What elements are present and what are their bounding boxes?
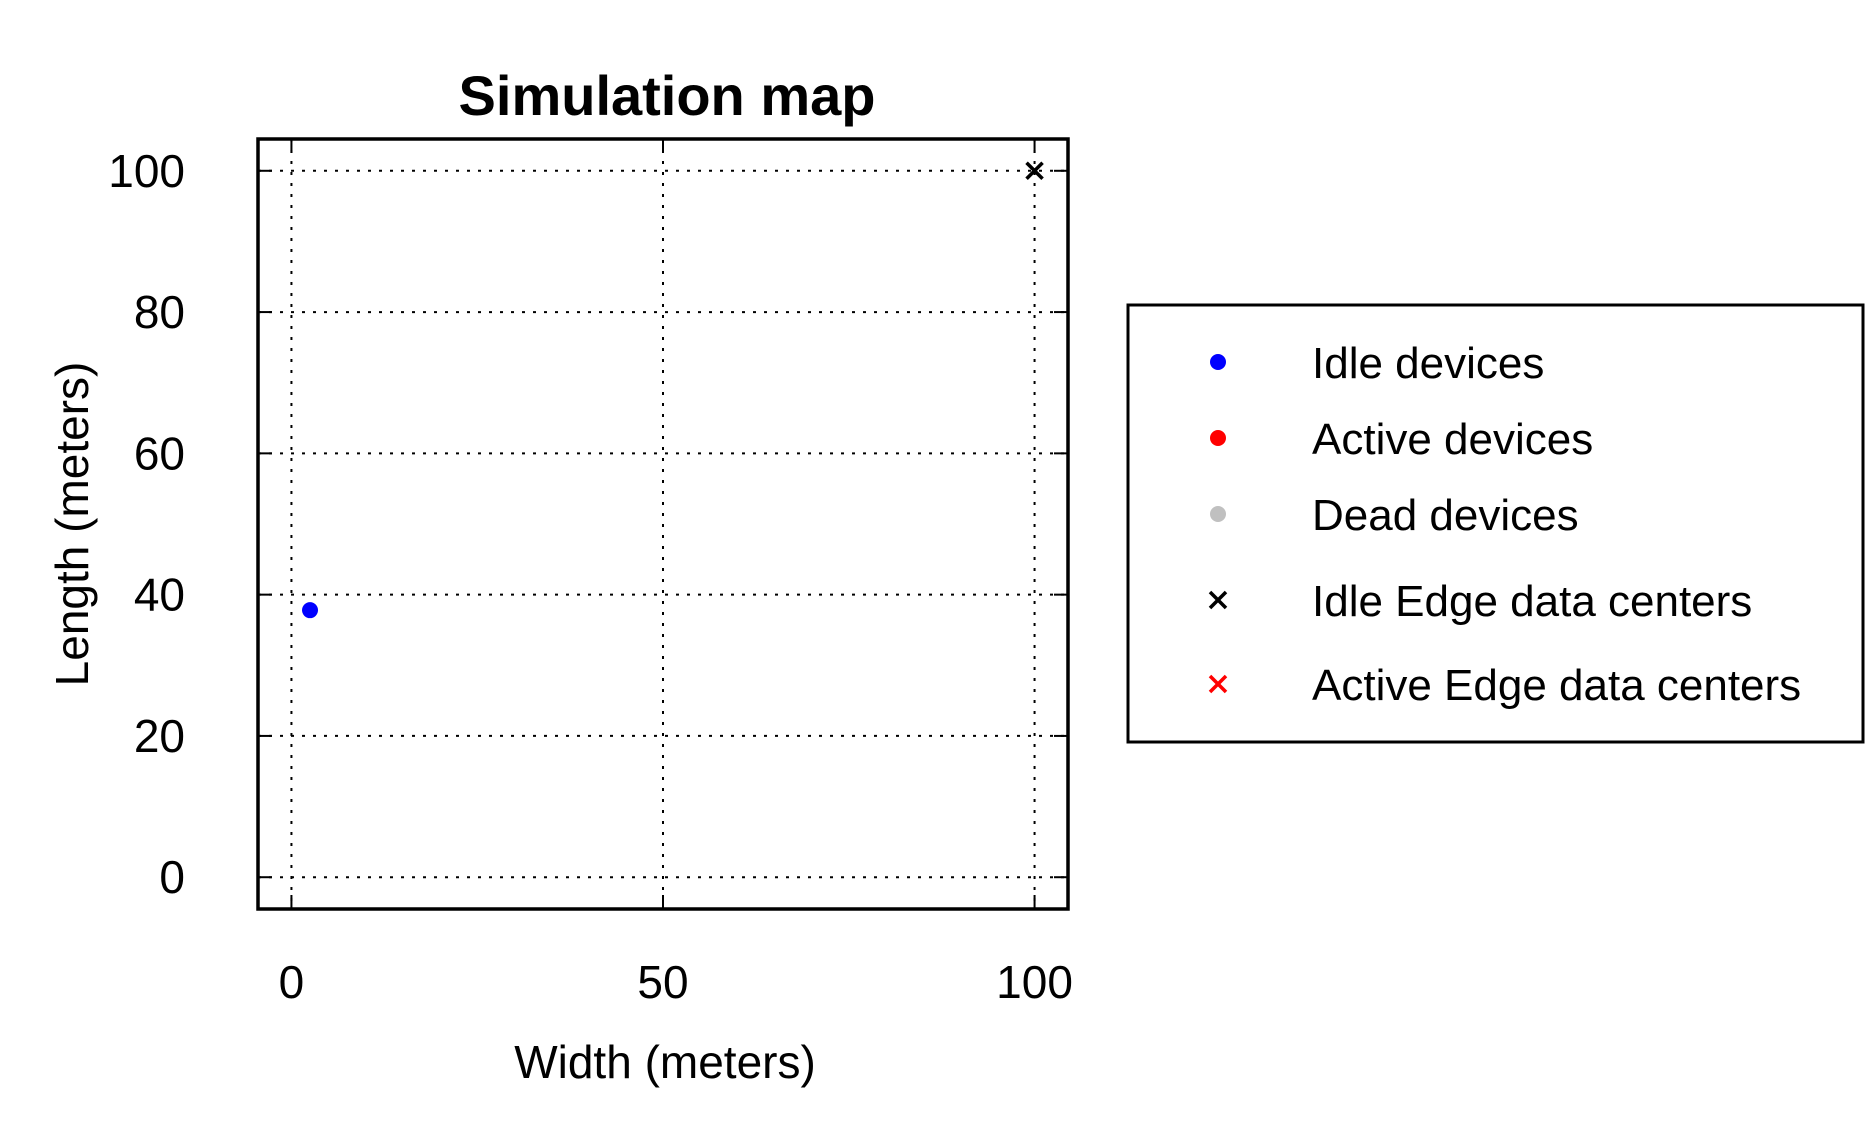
edge-datacenter-marker-stroke bbox=[1025, 161, 1044, 181]
x-axis-label: Width (meters) bbox=[514, 1036, 816, 1088]
legend-marker bbox=[1210, 430, 1226, 446]
x-tick-label: 0 bbox=[279, 956, 305, 1008]
legend-label: Active Edge data centers bbox=[1312, 661, 1801, 710]
chart-title: Simulation map bbox=[459, 64, 876, 127]
legend-label: Dead devices bbox=[1312, 491, 1579, 540]
y-tick-label: 60 bbox=[134, 427, 185, 479]
legend-marker-stroke bbox=[1208, 590, 1228, 610]
x-tick-label: 50 bbox=[637, 956, 688, 1008]
legend-label: Idle devices bbox=[1312, 339, 1544, 388]
y-tick-label: 0 bbox=[159, 851, 185, 903]
legend-marker bbox=[1210, 354, 1226, 370]
edge-datacenter-marker bbox=[1025, 161, 1044, 181]
grid bbox=[258, 139, 1068, 909]
axis-ticks: 0 50 100 0 20 40 60 80 100 bbox=[108, 139, 1073, 1008]
y-tick-label: 20 bbox=[134, 710, 185, 762]
legend-marker-stroke bbox=[1208, 674, 1228, 694]
legend-marker bbox=[1208, 674, 1228, 694]
y-tick-label: 40 bbox=[134, 569, 185, 621]
x-tick-label: 100 bbox=[996, 956, 1073, 1008]
legend-marker bbox=[1208, 590, 1228, 610]
y-tick-label: 100 bbox=[108, 145, 185, 197]
legend: Idle devices Active devices Dead devices Id… bbox=[1126, 303, 1865, 744]
legend-label: Idle Edge data centers bbox=[1312, 577, 1752, 626]
legend-label: Active devices bbox=[1312, 415, 1593, 464]
y-axis-label: Length (meters) bbox=[46, 362, 98, 687]
device-point bbox=[302, 602, 319, 619]
y-tick-label: 80 bbox=[134, 286, 185, 338]
legend-box bbox=[1126, 303, 1865, 744]
legend-marker bbox=[1210, 506, 1226, 522]
data-points bbox=[302, 161, 1044, 619]
plot-frame bbox=[256, 137, 1070, 911]
